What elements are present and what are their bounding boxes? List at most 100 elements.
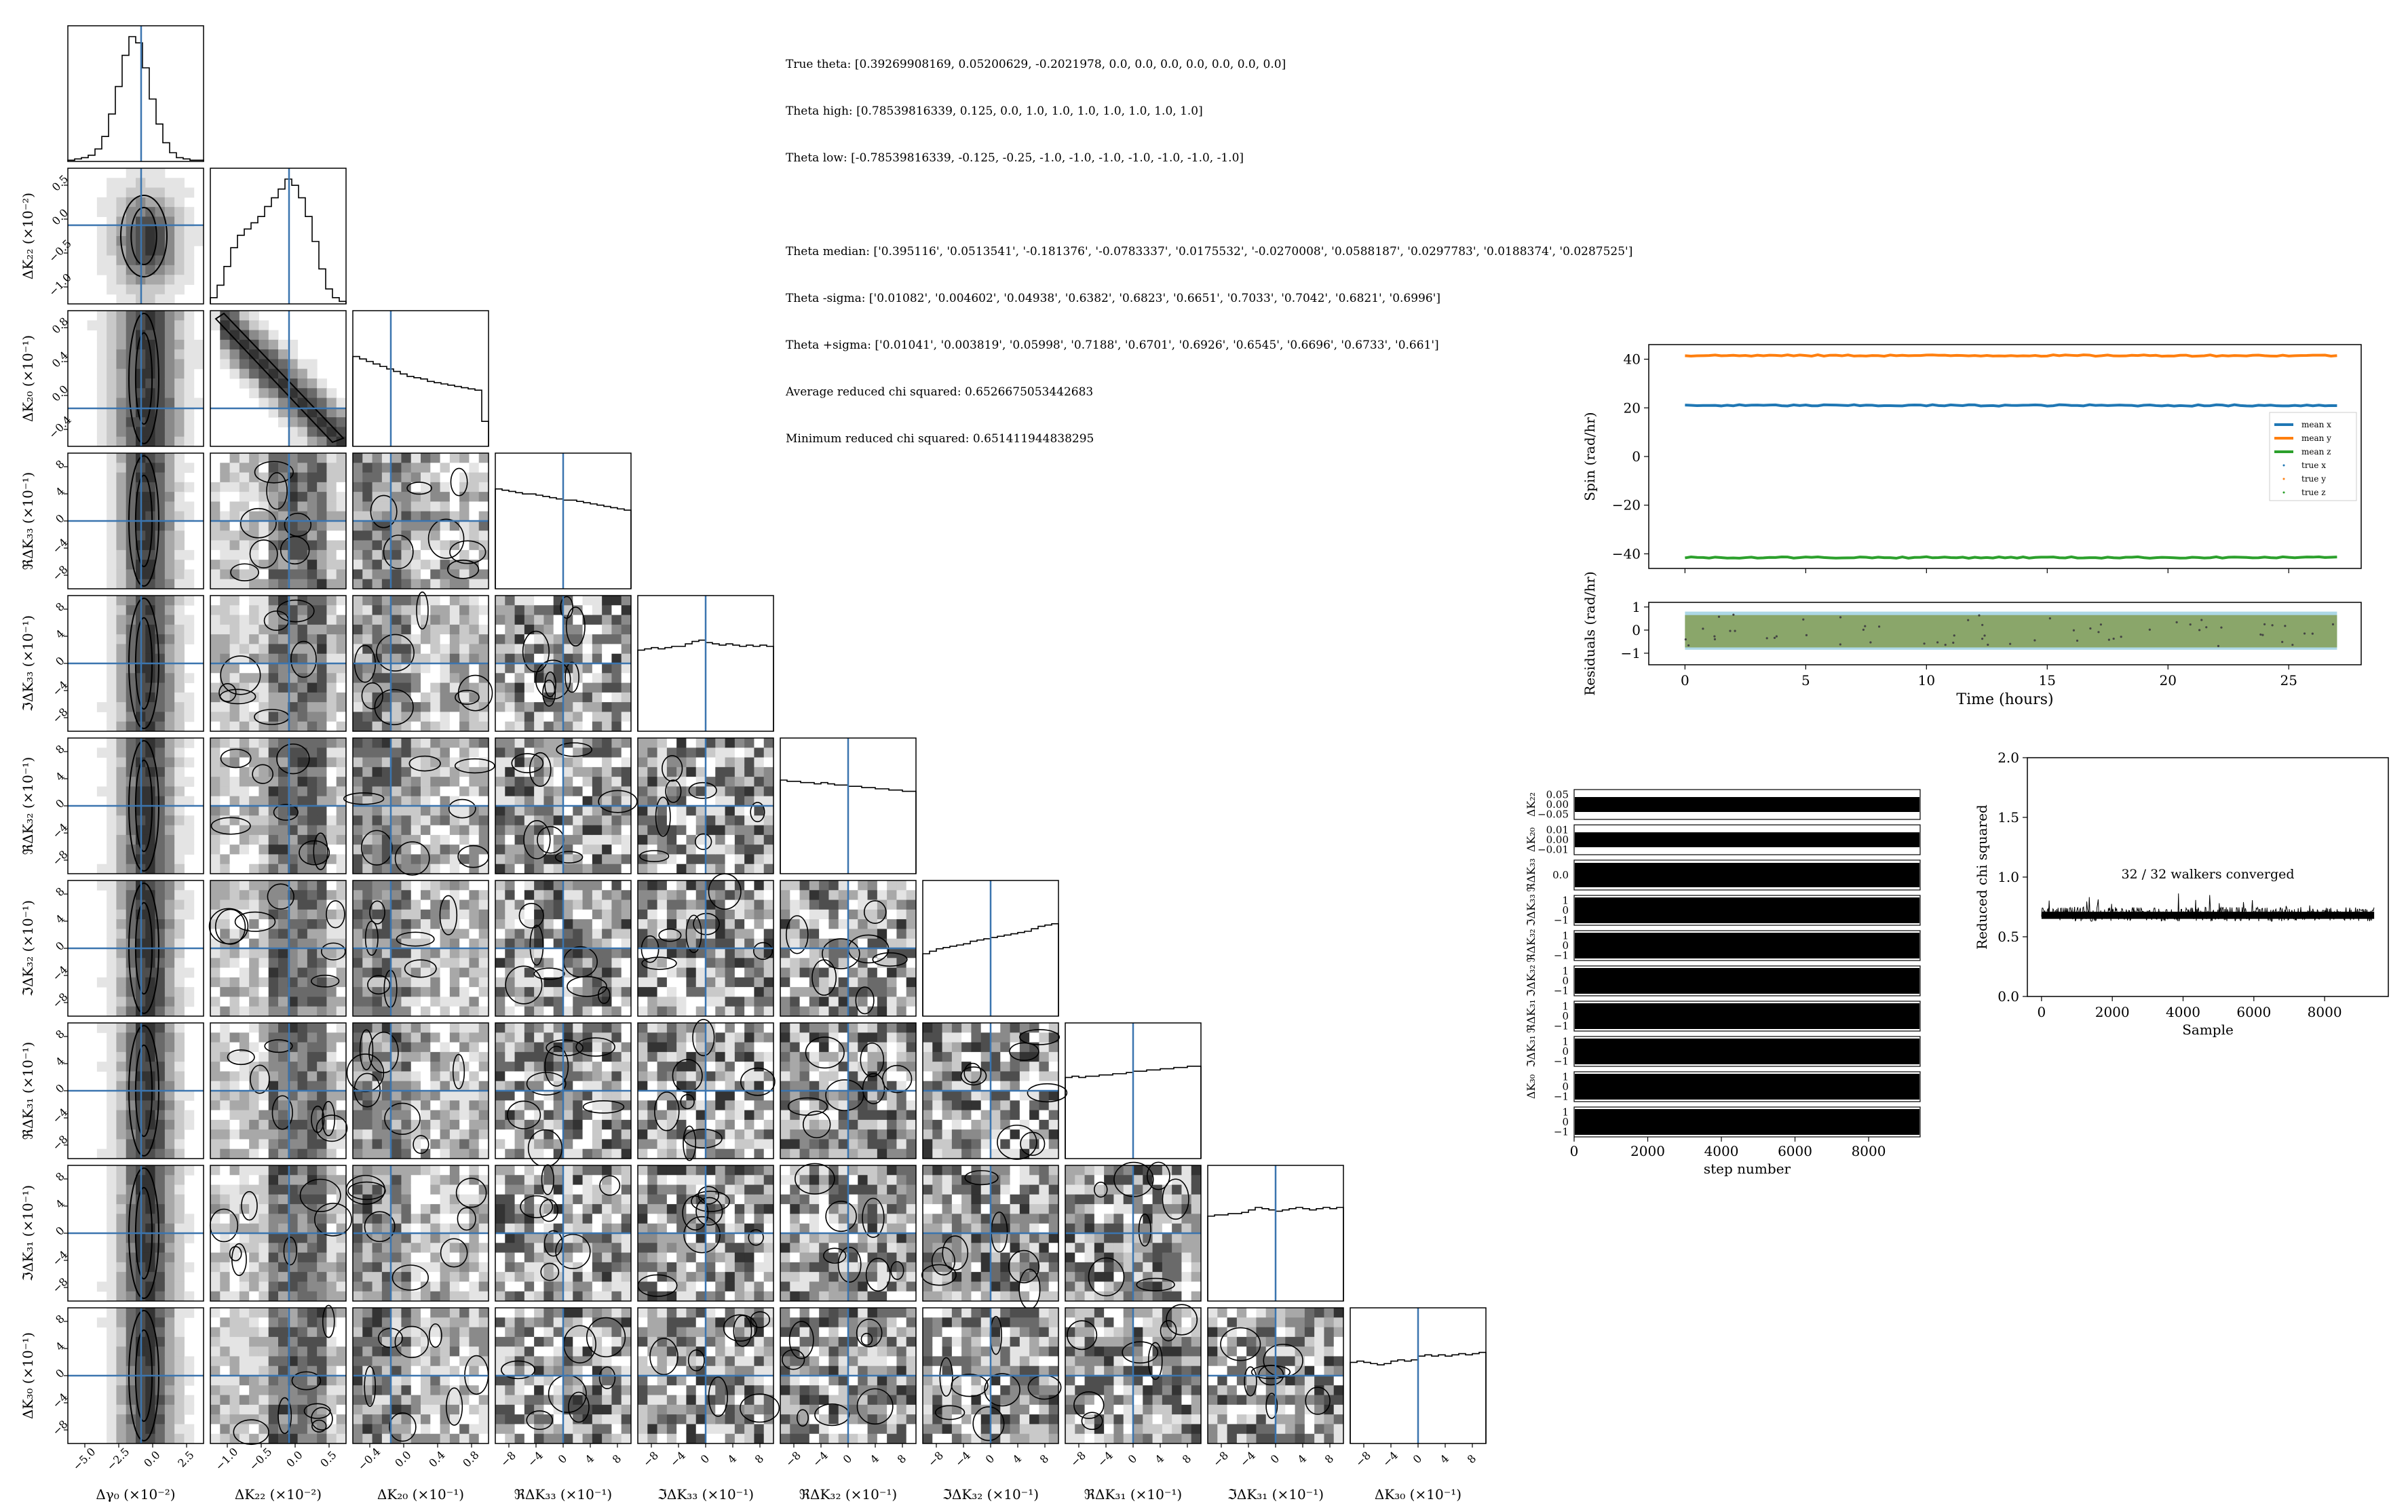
density-cell [326, 919, 337, 929]
density-cell [145, 579, 156, 589]
density-cell [553, 899, 564, 910]
density-cell [809, 938, 820, 949]
density-cell [780, 880, 790, 891]
density-cell [715, 958, 726, 969]
density-cell [534, 806, 544, 816]
density-cell [695, 806, 706, 816]
density-cell [573, 1081, 584, 1091]
density-cell [602, 854, 612, 865]
density-cell [754, 748, 765, 758]
density-cell [155, 996, 166, 1007]
density-cell [715, 890, 726, 901]
density-cell [220, 359, 231, 370]
density-cell [780, 1119, 790, 1130]
density-cell [695, 864, 706, 874]
density-cell [362, 757, 373, 768]
density-cell [268, 938, 279, 949]
density-cell [220, 349, 231, 360]
density-cell [449, 702, 460, 712]
density-cell [239, 721, 250, 732]
density-cell [174, 1100, 185, 1111]
density-cell [686, 938, 697, 949]
density-cell [459, 1091, 470, 1101]
density-cell [495, 1032, 505, 1043]
density-cell [430, 1042, 441, 1053]
contour-blob [533, 967, 565, 980]
density-cell [848, 1051, 858, 1062]
density-cell [288, 492, 299, 502]
density-cell [336, 569, 347, 580]
density-cell [602, 692, 612, 703]
density-cell [582, 692, 593, 703]
density-cell [582, 1091, 593, 1101]
density-cell [421, 596, 431, 606]
density-cell [126, 845, 136, 855]
density-cell [107, 880, 117, 891]
density-cell [495, 796, 505, 807]
density-cell [297, 1091, 308, 1101]
density-cell [353, 549, 363, 560]
density-cell [780, 1023, 790, 1033]
density-cell [239, 899, 250, 910]
density-cell [602, 919, 612, 929]
density-cell [174, 1110, 185, 1121]
density-cell [155, 579, 166, 589]
density-cell [362, 653, 373, 664]
density-cell [174, 284, 185, 295]
density-cell [362, 482, 373, 492]
density-cell [307, 806, 318, 816]
density-cell [229, 368, 240, 379]
contour-blob [450, 467, 468, 497]
density-cell [326, 596, 337, 606]
density-cell [543, 1091, 554, 1101]
density-cell [495, 845, 505, 855]
density-cell [164, 1119, 175, 1130]
density-cell [421, 560, 431, 570]
density-cell [440, 938, 451, 949]
density-cell [430, 521, 441, 531]
density-cell [126, 854, 136, 865]
density-cell [288, 786, 299, 797]
density-cell [288, 967, 299, 978]
density-cell [410, 569, 421, 580]
density-cell [592, 880, 603, 891]
density-cell [744, 1032, 754, 1043]
density-cell [838, 929, 849, 939]
density-cell [268, 453, 279, 463]
density-cell [362, 786, 373, 797]
density-cell [107, 265, 117, 275]
density-cell [336, 407, 347, 418]
density-cell [686, 948, 697, 958]
density-cell [611, 1032, 622, 1043]
density-cell [336, 682, 347, 693]
density-cell [288, 987, 299, 997]
density-cell [307, 1129, 318, 1140]
density-cell [193, 359, 204, 370]
density-cell [763, 748, 774, 758]
density-cell [725, 929, 735, 939]
density-cell [307, 436, 318, 447]
density-cell [514, 834, 525, 845]
density-cell [184, 596, 195, 606]
density-cell [116, 530, 127, 541]
density-cell [336, 958, 347, 969]
density-cell [611, 834, 622, 845]
density-cell [297, 492, 308, 502]
density-cell [430, 472, 441, 483]
density-cell [505, 854, 516, 865]
density-cell [96, 407, 107, 418]
density-cell [268, 682, 279, 693]
density-cell [164, 472, 175, 483]
density-cell [602, 673, 612, 684]
density-cell [259, 644, 269, 655]
density-cell [440, 605, 451, 616]
density-cell [582, 596, 593, 606]
density-cell [164, 492, 175, 502]
density-cell [819, 938, 829, 949]
y-tick-label: −1.0 [46, 271, 74, 298]
density-cell [676, 748, 687, 758]
density-cell [164, 579, 175, 589]
density-cell [220, 899, 231, 910]
